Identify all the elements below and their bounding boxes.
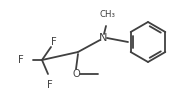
Text: F: F — [18, 55, 24, 65]
Text: N: N — [99, 33, 107, 43]
Text: CH₃: CH₃ — [100, 10, 116, 19]
Text: O: O — [72, 69, 80, 79]
Text: F: F — [51, 37, 57, 47]
Text: F: F — [47, 80, 53, 90]
